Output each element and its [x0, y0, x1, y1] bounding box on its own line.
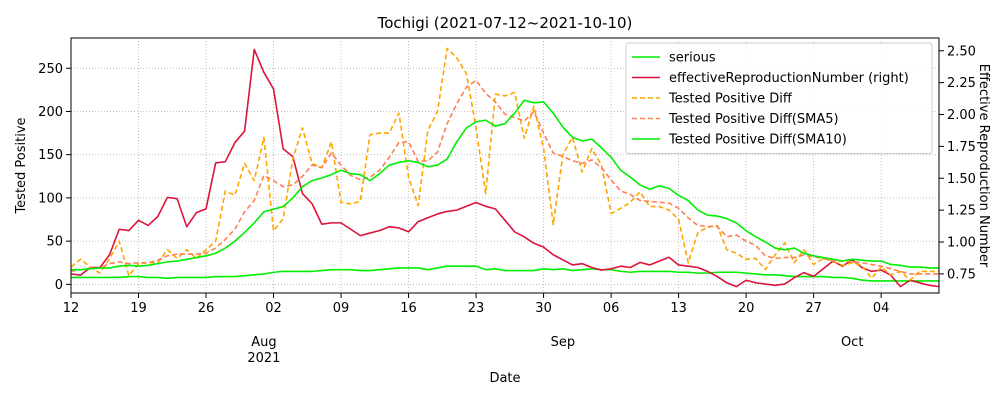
y-right-tick-label: 1.25 — [947, 204, 976, 219]
axes: 12 19 26 02 09 16 23 30 06 13 20 27 04 Aug Sep Oct 2021 0… — [38, 44, 976, 366]
chart-title: Tochigi (2021-07-12~2021-10-10) — [377, 14, 633, 32]
legend: serious effectiveReproductionNumber (righ… — [625, 42, 933, 154]
y-tick-label: 150 — [38, 148, 63, 163]
x-month-label: Sep — [551, 335, 576, 350]
y-right-tick-label: 0.75 — [947, 267, 976, 282]
x-tick-label: 27 — [805, 301, 822, 316]
x-month-label: Aug — [251, 335, 276, 350]
x-tick-label: 30 — [535, 301, 552, 316]
x-month-label: Oct — [841, 335, 863, 350]
legend-label: Tested Positive Diff — [668, 92, 793, 107]
y-tick-label: 100 — [38, 191, 63, 206]
x-tick-label: 16 — [400, 301, 417, 316]
legend-label: serious — [669, 51, 716, 66]
y-tick-label: 250 — [38, 62, 63, 77]
x-tick-label: 04 — [873, 301, 890, 316]
y-tick-label: 50 — [46, 235, 63, 250]
series-line-4 — [71, 79, 939, 275]
x-tick-label: 12 — [63, 301, 80, 316]
y-right-tick-label: 2.50 — [947, 44, 976, 59]
legend-label: Tested Positive Diff(SMA10) — [668, 133, 847, 148]
x-tick-label: 20 — [738, 301, 755, 316]
x-year-label: 2021 — [247, 351, 280, 366]
x-tick-label: 13 — [670, 301, 687, 316]
legend-box — [625, 42, 933, 154]
legend-label: Tested Positive Diff(SMA5) — [668, 112, 839, 127]
x-tick-label: 06 — [603, 301, 620, 316]
x-tick-label: 26 — [198, 301, 215, 316]
y-tick-label: 0 — [55, 278, 63, 293]
series-line-5 — [71, 99, 939, 271]
series-line-3 — [71, 47, 939, 281]
y-tick-label: 200 — [38, 105, 63, 120]
series-layer — [71, 47, 939, 288]
x-tick-label: 23 — [468, 301, 485, 316]
x-tick-label: 02 — [265, 301, 282, 316]
y-axis-label: Tested Positive — [14, 117, 29, 214]
y-right-tick-label: 1.00 — [947, 236, 976, 251]
x-axis-label: Date — [489, 371, 520, 386]
series-line-2 — [71, 48, 939, 288]
plot-frame — [70, 37, 940, 294]
series-line-1 — [71, 265, 939, 282]
y-axis-label-right: Effective Reproduction Number — [976, 64, 991, 268]
x-tick-label: 09 — [333, 301, 350, 316]
y-right-tick-label: 2.00 — [947, 108, 976, 123]
x-tick-label: 19 — [130, 301, 147, 316]
y-right-tick-label: 1.75 — [947, 140, 976, 155]
y-right-tick-label: 2.25 — [947, 76, 976, 91]
legend-label: effectiveReproductionNumber (right) — [669, 71, 909, 86]
y-right-tick-label: 1.50 — [947, 172, 976, 187]
